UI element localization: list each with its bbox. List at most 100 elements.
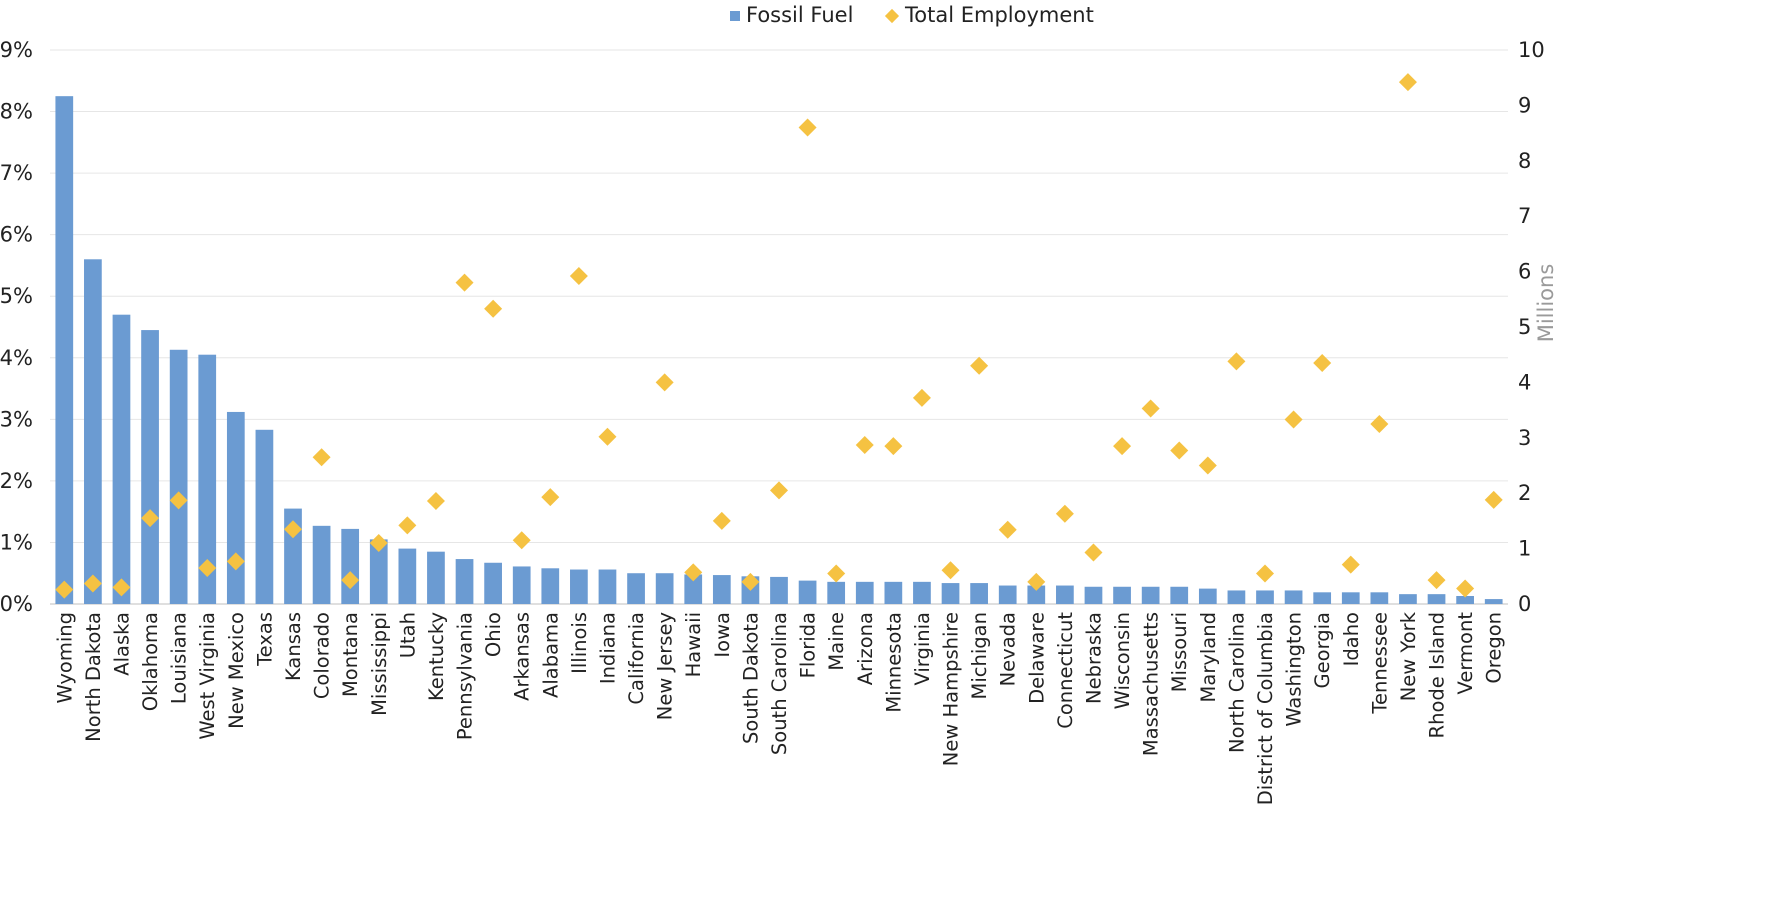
point-massachusetts (1141, 399, 1160, 418)
legend-label-total-employment: Total Employment (904, 3, 1094, 27)
bar-louisiana (169, 349, 188, 604)
left-tick-label: 7% (0, 161, 33, 185)
bar-connecticut (1056, 585, 1074, 604)
category-label-illinois: Illinois (568, 612, 591, 674)
category-label-hawaii: Hawaii (682, 612, 705, 677)
bar-oklahoma (141, 330, 159, 604)
category-label-delaware: Delaware (1025, 612, 1048, 704)
category-label-ohio: Ohio (482, 612, 505, 657)
point-colorado (312, 448, 331, 467)
point-maine (827, 564, 846, 583)
bar-rhode-island (1427, 594, 1446, 604)
point-vermont (1456, 579, 1475, 598)
point-georgia (1313, 354, 1332, 373)
category-label-maine: Maine (825, 612, 848, 671)
point-iowa (712, 511, 731, 530)
category-label-south-dakota: South Dakota (739, 612, 762, 744)
category-label-missouri: Missouri (1168, 612, 1191, 692)
point-connecticut (1055, 504, 1074, 523)
left-tick-label: 5% (0, 284, 33, 308)
category-label-oklahoma: Oklahoma (139, 612, 162, 711)
bar-mississippi (369, 539, 388, 604)
point-rhode-island (1427, 571, 1446, 590)
category-label-new-hampshire: New Hampshire (940, 612, 963, 766)
category-label-nebraska: Nebraska (1082, 612, 1105, 704)
bar-north-carolina (1227, 590, 1246, 604)
bar-new-york (1399, 594, 1417, 604)
bar-new-hampshire (941, 583, 960, 604)
point-indiana (598, 427, 617, 446)
category-label-florida: Florida (797, 612, 820, 678)
bar-massachusetts (1141, 586, 1160, 604)
left-tick-label: 8% (0, 100, 33, 124)
right-axis-tick-labels: 0 1 2 3 4 5 6 7 8 9 10 (1518, 38, 1545, 616)
category-label-north-dakota: North Dakota (82, 612, 105, 742)
category-label-vermont: Vermont (1454, 612, 1477, 695)
point-north-carolina (1227, 352, 1246, 371)
point-new-jersey (655, 373, 674, 392)
category-label-arkansas: Arkansas (511, 612, 534, 701)
bar-vermont (1456, 595, 1474, 604)
point-minnesota (884, 437, 903, 456)
point-new-york (1398, 73, 1417, 92)
bar-missouri (1170, 586, 1189, 604)
bar-georgia (1313, 592, 1332, 604)
category-label-texas: Texas (253, 612, 276, 667)
right-tick-label: 3 (1518, 426, 1531, 450)
point-michigan (970, 356, 989, 375)
point-arizona (855, 436, 874, 455)
bar-utah (398, 548, 417, 604)
bar-oregon (1484, 599, 1503, 604)
category-label-washington: Washington (1283, 612, 1306, 727)
point-missouri (1170, 441, 1189, 460)
bar-florida (798, 580, 817, 604)
point-south-dakota (741, 572, 760, 591)
left-tick-label: 3% (0, 407, 33, 431)
right-tick-label: 9 (1518, 93, 1531, 117)
category-label-utah: Utah (396, 612, 419, 658)
category-label-colorado: Colorado (311, 612, 334, 699)
bar-colorado (312, 525, 331, 604)
category-label-kansas: Kansas (282, 612, 305, 681)
point-louisiana (169, 491, 188, 510)
category-label-iowa: Iowa (711, 612, 734, 658)
bar-nebraska (1084, 586, 1103, 604)
category-label-georgia: Georgia (1311, 612, 1334, 688)
point-hawaii (684, 563, 703, 582)
category-label-rhode-island: Rhode Island (1426, 612, 1449, 738)
category-label-wisconsin: Wisconsin (1111, 612, 1134, 709)
bar-delaware (1027, 585, 1046, 604)
right-tick-label: 2 (1518, 481, 1531, 505)
bar-alaska (112, 314, 131, 604)
point-arkansas (512, 531, 531, 550)
category-label-arizona: Arizona (854, 612, 877, 685)
category-label-kentucky: Kentucky (425, 612, 448, 701)
left-tick-label: 6% (0, 223, 33, 247)
point-tennessee (1370, 414, 1389, 433)
category-label-new-york: New York (1397, 611, 1420, 701)
bar-new-jersey (655, 573, 674, 604)
legend-swatch-total-employment (884, 8, 900, 24)
legend-label-fossil-fuel: Fossil Fuel (746, 3, 853, 27)
category-label-california: California (625, 612, 648, 705)
right-tick-label: 1 (1518, 537, 1531, 561)
bar-michigan (970, 583, 988, 604)
category-label-alabama: Alabama (539, 612, 562, 698)
bar-texas (255, 429, 274, 604)
bar-maryland (1198, 588, 1217, 604)
category-label-new-mexico: New Mexico (225, 612, 248, 729)
point-oregon (1484, 490, 1503, 509)
left-tick-label: 9% (0, 38, 33, 62)
bar-south-carolina (770, 576, 788, 604)
bar-west-virginia (198, 354, 217, 604)
point-south-carolina (770, 481, 788, 500)
legend-swatch-fossil-fuel (730, 11, 740, 21)
category-label-nevada: Nevada (997, 612, 1020, 686)
point-maryland (1198, 456, 1217, 475)
category-label-district-of-columbia: District of Columbia (1254, 612, 1277, 805)
point-alaska (112, 578, 131, 597)
right-tick-label: 8 (1518, 149, 1531, 173)
bar-new-mexico (226, 411, 245, 604)
category-label-maryland: Maryland (1197, 612, 1220, 702)
